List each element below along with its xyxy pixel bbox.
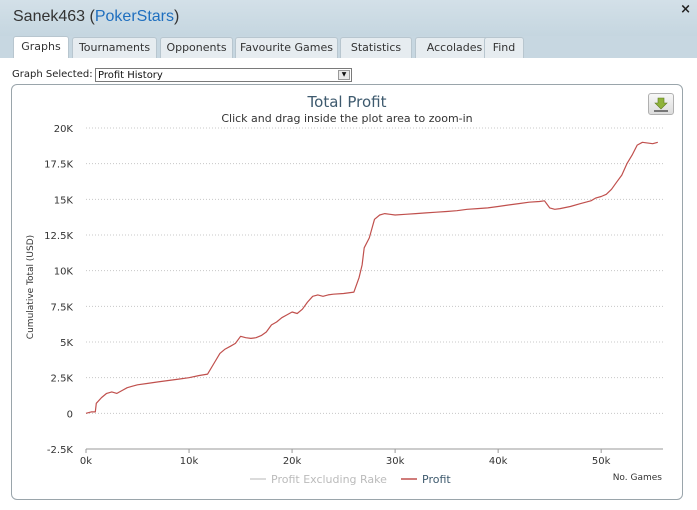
download-icon (654, 97, 668, 112)
dropdown-arrow-icon[interactable]: ▼ (338, 70, 350, 80)
x-tick-label: 20k (283, 456, 302, 467)
y-tick-label: 5K (60, 338, 73, 349)
legend-item-profit[interactable]: Profit (422, 473, 451, 486)
x-tick-label: 40k (489, 456, 508, 467)
export-chart-button[interactable] (648, 93, 674, 115)
graph-selector[interactable]: Profit History ▼ (95, 68, 352, 82)
tab-opponents[interactable]: Opponents (160, 37, 233, 58)
x-tick-label: 10k (180, 456, 199, 467)
y-tick-label: 10K (54, 267, 74, 278)
tab-statistics[interactable]: Statistics (340, 37, 412, 58)
y-tick-label: 17.5K (44, 160, 73, 171)
tab-tournaments[interactable]: Tournaments (72, 37, 157, 58)
tab-find[interactable]: Find (484, 37, 524, 58)
y-axis-label: Cumulative Total (USD) (26, 235, 36, 339)
tab-accolades[interactable]: Accolades (415, 37, 494, 58)
tab-graphs[interactable]: Graphs (13, 36, 69, 59)
graphs-panel: Graph Selected: Profit History ▼ (0, 58, 697, 510)
close-icon[interactable]: × (680, 2, 691, 17)
window-title: Sanek463 (PokerStars) (13, 8, 180, 25)
legend-item-profit-excluding-rake[interactable]: Profit Excluding Rake (271, 473, 387, 486)
y-tick-label: 20K (54, 124, 74, 135)
chart-container (11, 84, 683, 500)
x-axis-label: No. Games (613, 473, 663, 483)
x-tick-label: 0k (80, 456, 92, 467)
y-tick-label: 12.5K (44, 231, 73, 242)
y-tick-label: 15K (54, 195, 74, 206)
y-tick-label: 7.5K (51, 302, 74, 313)
x-tick-label: 50k (592, 456, 611, 467)
graph-selector-label: Graph Selected: (12, 69, 93, 80)
y-tick-label: -2.5K (47, 445, 74, 456)
graph-selector-value: Profit History (98, 70, 163, 81)
legend[interactable]: Profit Excluding Rake Profit (250, 473, 451, 486)
series-line-profit (85, 141, 658, 414)
chart-subtitle: Click and drag inside the plot area to z… (221, 112, 472, 125)
x-axis: 0k 10k 20k 30k 40k 50k (80, 448, 663, 467)
player-name: Sanek463 (13, 8, 86, 25)
site-link[interactable]: PokerStars (94, 8, 174, 25)
y-tick-label: 0 (67, 409, 73, 420)
tab-favourite-games[interactable]: Favourite Games (235, 37, 338, 58)
chart-title: Total Profit (307, 93, 387, 111)
x-tick-label: 30k (386, 456, 405, 467)
grid (86, 127, 663, 450)
series-group (85, 141, 658, 414)
y-axis: -2.5K 0 2.5K 5K 7.5K 10K 12.5K 15K 17.5K 20K (44, 124, 73, 456)
y-tick-label: 2.5K (51, 374, 74, 385)
